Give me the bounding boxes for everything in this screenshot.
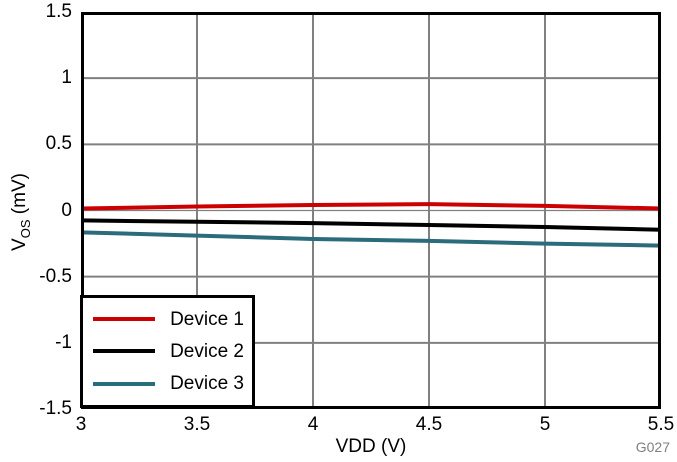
legend: Device 1 Device 2 Device 3 [80,295,255,408]
x-tick-label: 3.5 [183,414,211,435]
legend-label: Device 3 [170,373,244,395]
series-line-device-3 [81,230,661,248]
y-tick-label: -1 [55,331,72,353]
legend-color-sample [93,317,155,322]
y-tick-label: 1 [61,67,72,89]
legend-label: Device 1 [170,308,244,330]
legend-label: Device 2 [170,340,244,362]
y-tick-label: -1.5 [39,398,72,419]
x-tick-label: 5 [539,414,551,435]
x-axis-label: VDD (V) [335,436,407,457]
chart-code-label: G027 [635,439,670,455]
legend-color-sample [93,381,155,386]
y-tick-label: 0 [61,199,72,221]
legend-item: Device 2 [93,342,244,361]
legend-color-sample [93,349,155,354]
y-tick-label: -0.5 [39,265,72,287]
y-axis-label-symbol: V [9,238,31,251]
x-tick-label: 3 [75,414,87,435]
legend-item: Device 3 [93,374,244,393]
x-tick-label: 5.5 [647,414,675,435]
x-tick-label: 4 [307,414,319,435]
series-line-device-1 [81,202,661,211]
y-axis-label-subscript: OS [17,219,33,239]
legend-item: Device 1 [93,310,244,329]
plot-border [81,12,661,409]
y-tick-label: 0.5 [45,133,72,155]
y-tick-label: 1.5 [45,1,72,22]
plot-area [81,12,661,409]
series-line-device-2 [81,218,661,232]
x-tick-label: 4.5 [415,414,443,435]
